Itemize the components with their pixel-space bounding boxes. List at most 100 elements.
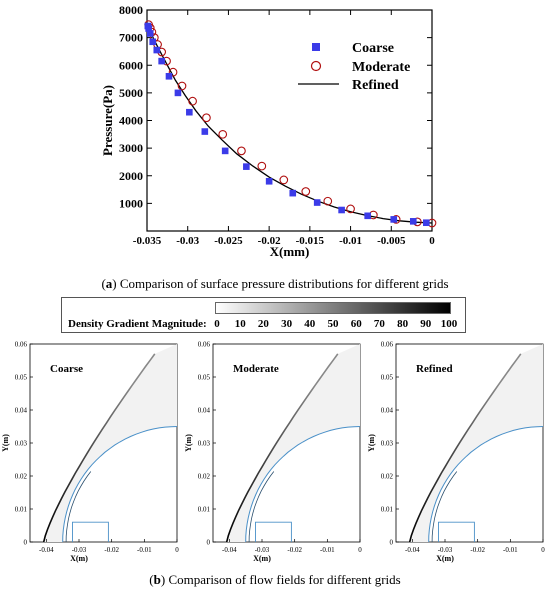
series-moderate-point (257, 161, 267, 171)
inner-box (255, 521, 292, 542)
colorbar-tick-label: 100 (440, 318, 458, 330)
series-coarse-point (364, 212, 371, 220)
colorbar-gradient (215, 302, 451, 314)
x-axis-label: X(m) (253, 554, 271, 563)
colorbar-tick-label: 10 (234, 318, 246, 330)
y-tick-label: 0.02 (15, 473, 28, 481)
bow-shock-line (408, 353, 522, 543)
x-tick-label: -0.03 (255, 546, 270, 554)
x-tick-label: -0.035 (133, 235, 162, 247)
series-moderate-point (237, 146, 246, 156)
y-tick-label: 0.02 (198, 473, 211, 481)
y-tick-label: 0.06 (15, 341, 28, 349)
caption-a-label: a (105, 276, 113, 291)
y-tick-label: 0.06 (198, 341, 211, 349)
series-coarse-point (158, 57, 165, 65)
y-tick-label: 1000 (119, 196, 143, 210)
colorbar-tick-label: 50 (327, 318, 339, 330)
y-tick-label: 0.03 (381, 440, 394, 448)
y-tick-label: 7000 (119, 31, 143, 45)
series-coarse-point (409, 218, 417, 225)
x-tick-label: -0.02 (287, 546, 302, 554)
x-tick-label: -0.02 (258, 235, 281, 247)
y-axis-label: Pressure(Pa) (100, 85, 115, 156)
body-contour (62, 426, 178, 543)
x-tick-label: 0 (429, 235, 435, 247)
colorbar-legend: Density Gradient Magnitude: 0 10 20 30 40 50 6… (61, 297, 466, 333)
body-contour (245, 426, 361, 543)
colorbar-tick-label: 0 (214, 318, 220, 330)
bow-shock-line (42, 353, 156, 543)
y-tick-label: 0.05 (15, 374, 28, 382)
y-tick-label: 0.04 (15, 407, 28, 415)
caption-b-text: Comparison of flow fields for different … (165, 572, 401, 587)
y-tick-label: 0.04 (198, 407, 211, 415)
series-moderate-point (323, 196, 333, 206)
series-coarse-point (153, 46, 161, 54)
y-tick-label: 4000 (119, 114, 143, 128)
legend-label-refined: Refined (352, 78, 399, 93)
series-coarse-point (186, 108, 193, 116)
y-tick-label: 0 (207, 539, 211, 547)
x-tick-label: -0.015 (296, 235, 325, 247)
shock-layer-region (43, 344, 178, 542)
y-tick-label: 0.02 (381, 473, 394, 481)
x-tick-label: -0.04 (39, 546, 54, 554)
legend-label-coarse: Coarse (352, 41, 394, 56)
series-coarse-point (265, 177, 273, 185)
x-tick-label: -0.04 (405, 546, 420, 554)
x-axis-label: X(m) (70, 554, 88, 563)
series-coarse-point (338, 206, 345, 214)
x-tick-label: -0.03 (438, 546, 453, 554)
panel-title: Moderate (233, 363, 279, 375)
y-tick-label: 0 (24, 539, 28, 547)
legend-label-moderate: Moderate (352, 60, 410, 75)
shock-layer-region (226, 344, 360, 542)
y-tick-label: 0.05 (381, 374, 394, 382)
colorbar-tick-label: 60 (350, 318, 362, 330)
y-tick-label: 3000 (119, 141, 143, 155)
colorbar-title: Density Gradient Magnitude: (68, 318, 207, 330)
flow-panel-coarse: -0.04 -0.03 -0.02 -0.01 0 0 0.01 0.02 0.03 0.04 0.… (1, 341, 179, 564)
x-tick-label: 0 (175, 546, 179, 554)
caption-a: (a) Comparison of surface pressure distr… (101, 276, 449, 291)
series-moderate-point (202, 113, 211, 123)
series-coarse-point (145, 25, 152, 32)
y-tick-label: 8000 (119, 3, 143, 17)
inner-box (72, 521, 109, 542)
colorbar-tick-label: 40 (304, 318, 316, 330)
flow-panel-moderate: -0.04 -0.03 -0.02 -0.01 0 0 0.01 0.02 0.03 0.04 0.… (184, 341, 362, 564)
panel-title: Coarse (50, 363, 83, 375)
x-tick-label: -0.01 (137, 546, 152, 554)
pressure-chart: -0.035 -0.03 -0.025 -0.02 -0.015 -0.01 -0.005 0… (100, 3, 437, 259)
flow-panel-refined: -0.04 -0.03 -0.02 -0.01 0 0 0.01 0.02 0.03 0.04 0.… (367, 341, 545, 564)
body-contour (428, 426, 544, 543)
y-tick-label: 0.04 (381, 407, 394, 415)
series-moderate-point (218, 129, 228, 139)
colorbar-tick-label: 70 (373, 318, 385, 330)
y-tick-label: 0 (390, 539, 394, 547)
body-boundary-layer (248, 471, 275, 543)
body-boundary-layer (431, 471, 458, 543)
legend-moderate-marker (310, 60, 322, 72)
x-tick-label: -0.01 (503, 546, 518, 554)
series-coarse-point (146, 30, 154, 37)
shock-layer-region (409, 344, 543, 542)
series-coarse-point (243, 163, 250, 170)
colorbar-tick-label: 80 (397, 318, 409, 330)
y-axis-label: Y(m) (1, 434, 10, 452)
y-tick-label: 6000 (119, 58, 143, 72)
x-tick-label: -0.04 (222, 546, 237, 554)
y-tick-label: 0.06 (381, 341, 394, 349)
series-coarse-point (313, 199, 321, 206)
series-coarse-point (390, 216, 398, 223)
panel-title: Refined (416, 363, 453, 375)
caption-b: (b) Comparison of flow fields for differ… (149, 572, 401, 587)
x-tick-label: -0.025 (214, 235, 243, 247)
series-moderate-point (301, 187, 311, 196)
series-moderate-point (177, 81, 187, 91)
inner-box (438, 521, 475, 542)
y-tick-label: 2000 (119, 169, 143, 183)
y-tick-label: 5000 (119, 86, 143, 100)
legend-coarse-marker (312, 43, 320, 51)
